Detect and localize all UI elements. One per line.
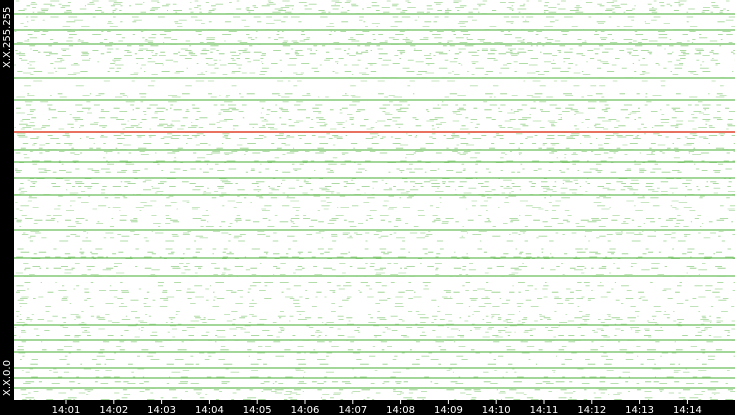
y-bottom-label: X.X.0.0: [2, 360, 13, 396]
time-label: 14:07: [338, 405, 367, 415]
time-label: 14:05: [243, 405, 272, 415]
time-label: 14:10: [482, 405, 511, 415]
y-top-label: X.X.255.255: [2, 7, 13, 68]
time-label: 14:08: [386, 405, 415, 415]
time-axis: 14:01 14:02 14:03 14:04 14:05 14:06 14:07 14:08…: [52, 400, 702, 415]
time-label: 14:14: [673, 405, 702, 415]
time-label: 14:02: [99, 405, 128, 415]
time-label: 14:01: [52, 405, 81, 415]
time-label: 14:06: [291, 405, 320, 415]
time-label: 14:04: [195, 405, 224, 415]
time-label: 14:11: [530, 405, 559, 415]
x-axis-bar: [0, 400, 735, 415]
time-label: 14:13: [625, 405, 654, 415]
time-label: 14:03: [147, 405, 176, 415]
time-label: 14:09: [434, 405, 463, 415]
traffic-texture: [14, 0, 735, 400]
y-axis-bar: [0, 0, 14, 415]
time-label: 14:12: [577, 405, 606, 415]
